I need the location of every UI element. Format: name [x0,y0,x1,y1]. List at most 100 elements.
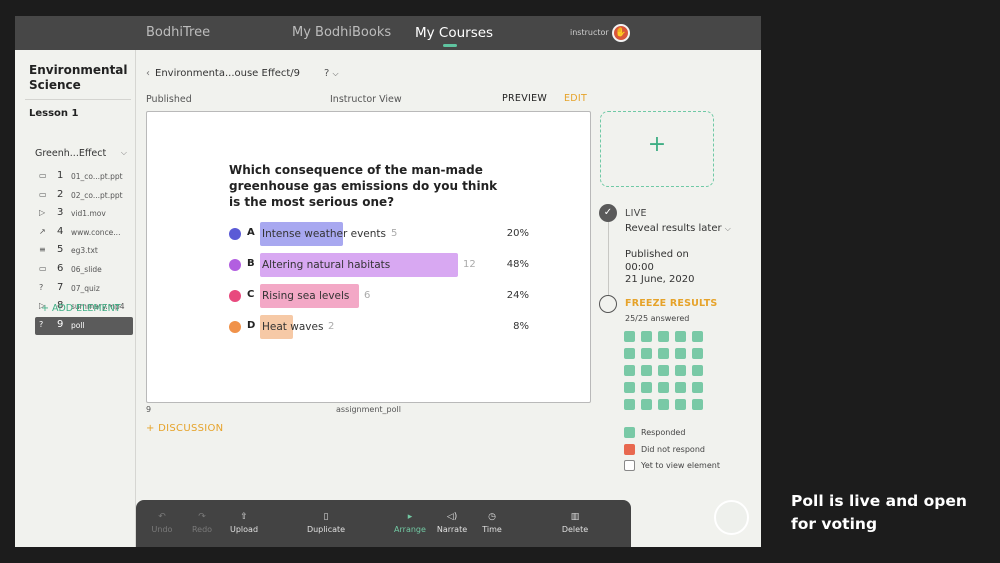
sidebar-element-2[interactable]: ▭ 2 02_co...pt.ppt [35,187,133,206]
option-percent: 48% [506,259,529,270]
legend-swatch [624,427,635,438]
element-number: 5 [57,244,64,256]
user-role: instructor [570,28,609,37]
respondent-cell [692,348,703,359]
respondent-grid [624,331,714,410]
upload-button[interactable]: ⇧ Upload [224,512,264,534]
record-button[interactable] [714,500,749,535]
reveal-dropdown[interactable]: Reveal results later ⌵ [625,223,731,234]
quiz-icon: ? [39,282,44,292]
reveal-label: Reveal results later [625,223,722,234]
option-count: 12 [463,259,476,270]
element-number: 3 [57,207,64,219]
option-text: Intense weather events [262,228,386,240]
live-status: LIVE [625,208,647,219]
freeze-toggle[interactable] [599,295,617,313]
arrange-button[interactable]: ▸ Arrange [390,512,430,534]
option-color-dot [229,290,241,302]
add-slide-button[interactable]: + [600,111,714,187]
element-list: ▭ 1 01_co...pt.ppt ▭ 2 02_co...pt.ppt ▷ 3 vid1.m… [35,168,133,336]
brand-logo[interactable]: BodhiTree [146,25,211,40]
arrange-label: Arrange [394,525,426,534]
course-title: Environmental Science [29,63,128,92]
time-button[interactable]: ◷ Time [472,512,512,534]
element-filename: 01_co...pt.ppt [71,172,123,181]
poll-option-c: C Rising sea levels 6 24% [229,284,529,308]
element-filename: 06_slide [71,264,102,274]
respondent-cell [624,365,635,376]
duplicate-icon: ▯ [323,512,329,522]
undo-label: Undo [151,525,173,534]
sidebar-element-4[interactable]: ↗ 4 www.conce... [35,224,133,243]
nav-my-courses[interactable]: My Courses [415,25,494,41]
poll-option-d: D Heat waves 2 8% [229,315,529,339]
preview-button[interactable]: PREVIEW [502,93,548,104]
chevron-down-icon: ⌵ [724,224,731,233]
breadcrumb[interactable]: ‹ Environmenta...ouse Effect/9 [146,68,300,79]
narrate-button[interactable]: ◁) Narrate [432,512,472,534]
video-icon: ▷ [39,208,46,218]
sidebar-element-1[interactable]: ▭ 1 01_co...pt.ppt [35,168,133,187]
slides-icon: ▭ [39,189,47,199]
timeline-line [608,221,609,299]
option-count: 6 [364,290,371,301]
upload-icon: ⇧ [240,512,248,522]
duplicate-button[interactable]: ▯ Duplicate [306,512,346,534]
section-dropdown[interactable]: Greenh...Effect ⌵ [35,148,131,159]
sidebar-divider [25,99,131,100]
element-number: 2 [57,188,64,200]
sidebar-element-5[interactable]: ≡ 5 eg3.txt [35,242,133,261]
legend-label: Yet to view element [641,461,720,470]
time-icon: ◷ [488,512,496,522]
respondent-cell [692,382,703,393]
option-text: Heat waves [262,321,324,333]
option-text: Rising sea levels [262,290,350,302]
element-filename: www.conce... [71,227,121,237]
freeze-results-button[interactable]: FREEZE RESULTS [625,298,718,309]
option-percent: 20% [506,228,529,239]
legend-label: Did not respond [641,444,705,454]
element-filename: poll [71,320,85,330]
respondent-cell [624,399,635,410]
element-number: 9 [57,318,64,330]
slides-icon: ▭ [39,263,47,273]
element-filename: 02_co...pt.ppt [71,190,123,200]
add-discussion-button[interactable]: + DISCUSSION [146,423,224,434]
hand-icon[interactable]: ✋ [612,24,630,42]
respondent-cell [624,331,635,342]
sidebar-element-6[interactable]: ▭ 6 06_slide [35,261,133,280]
option-result-bar [260,222,343,246]
respondent-cell [641,348,652,359]
option-color-dot [229,321,241,333]
sidebar-element-9[interactable]: ? 9 poll [35,316,133,336]
breadcrumb-path: Environmenta...ouse Effect/9 [155,68,301,79]
sidebar-element-3[interactable]: ▷ 3 vid1.mov [35,205,133,224]
option-letter: B [247,258,255,269]
undo-button[interactable]: ↶ Undo [142,512,182,534]
add-element-button[interactable]: + ADD ELEMENT [41,303,121,314]
option-percent: 8% [513,321,529,332]
lesson-label[interactable]: Lesson 1 [29,108,79,119]
check-icon: ✓ [599,204,617,222]
sidebar: Environmental Science Lesson 1 Greenh...… [15,50,136,547]
redo-icon: ↷ [198,512,206,522]
respondent-cell [624,348,635,359]
published-date: 21 June, 2020 [625,274,695,285]
active-nav-indicator [443,44,457,47]
respondent-cell [658,331,669,342]
view-mode-label: Instructor View [330,94,402,105]
redo-button[interactable]: ↷ Redo [182,512,222,534]
delete-button[interactable]: ▥ Delete [555,512,595,534]
sidebar-element-8[interactable]: ▷ 8 summary.mp4 [35,298,133,317]
back-chevron-icon[interactable]: ‹ [146,68,150,79]
video-icon: ▷ [39,301,46,311]
help-menu[interactable]: ? ⌵ [324,68,339,79]
sidebar-element-7[interactable]: ? 7 07_quiz [35,280,133,299]
edit-button[interactable]: EDIT [564,93,588,104]
respondent-cell [658,382,669,393]
respondent-cell [658,365,669,376]
publish-status: Published [146,94,192,105]
option-letter: C [247,289,255,300]
poll-question: Which consequence of the man-made greenh… [229,163,498,209]
nav-my-bodhibooks[interactable]: My BodhiBooks [292,25,392,40]
